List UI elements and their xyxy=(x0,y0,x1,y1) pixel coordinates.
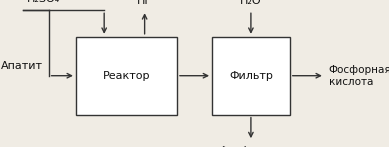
Text: Апатит: Апатит xyxy=(1,61,43,71)
Text: Реактор: Реактор xyxy=(103,71,150,81)
Text: H₂SO₄: H₂SO₄ xyxy=(27,0,60,4)
Bar xyxy=(212,37,290,115)
Text: Фосфогипс: Фосфогипс xyxy=(218,146,284,147)
Text: H₂O: H₂O xyxy=(240,0,262,6)
Text: Фильтр: Фильтр xyxy=(229,71,273,81)
Bar xyxy=(76,37,177,115)
Text: Фосфорная
кислота: Фосфорная кислота xyxy=(329,65,389,86)
Text: HF: HF xyxy=(137,0,152,6)
